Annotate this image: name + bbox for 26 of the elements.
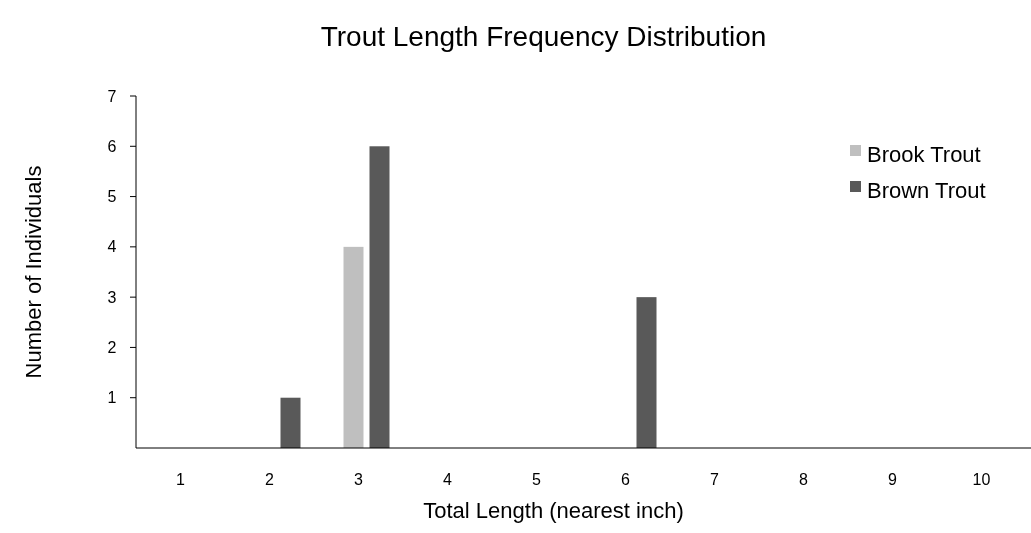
- chart-title: Trout Length Frequency Distribution: [320, 21, 767, 52]
- bar: [369, 146, 390, 448]
- x-tick-label: 5: [532, 471, 542, 488]
- x-tick-label: 6: [621, 471, 631, 488]
- y-axis-title: Number of Individuals: [21, 165, 46, 379]
- y-tick-label: 3: [107, 288, 117, 306]
- x-tick-label: 1: [176, 471, 186, 488]
- y-tick-label: 5: [107, 188, 117, 206]
- legend-label: Brook Trout: [867, 141, 981, 167]
- y-tick-label: 1: [107, 389, 117, 407]
- x-tick-label: 2: [265, 471, 275, 488]
- y-tick-label: 7: [107, 87, 117, 105]
- bar: [636, 297, 657, 448]
- y-tick-label: 4: [107, 238, 117, 256]
- x-tick-label: 8: [799, 471, 809, 488]
- bar: [343, 246, 364, 448]
- bar: [280, 397, 301, 448]
- legend-label: Brown Trout: [867, 177, 986, 203]
- x-tick-label: 3: [354, 471, 364, 488]
- x-axis-title: Total Length (nearest inch): [423, 498, 684, 523]
- x-tick-label: 4: [443, 471, 453, 488]
- x-tick-label: 7: [710, 471, 720, 488]
- y-tick-label: 6: [107, 137, 117, 155]
- x-tick-label: 9: [888, 471, 898, 488]
- y-tick-label: 2: [107, 339, 117, 357]
- x-tick-label: 10: [972, 471, 991, 488]
